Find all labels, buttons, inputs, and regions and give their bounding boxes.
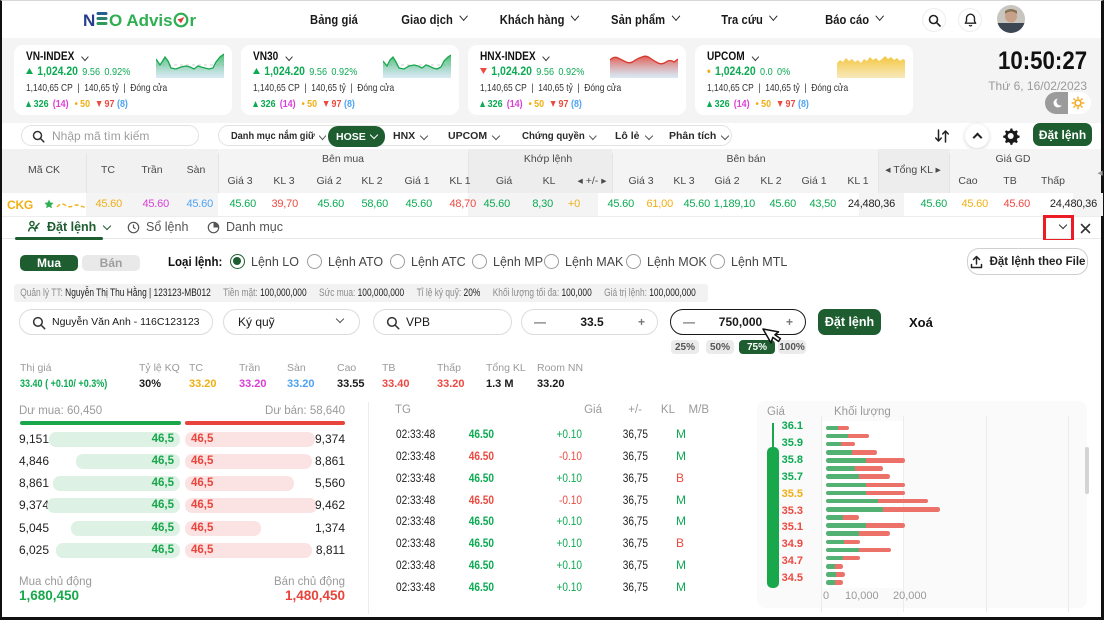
svg-text:r: r [190, 11, 197, 30]
svg-text:O Advis: O Advis [109, 11, 173, 30]
svg-text:N: N [83, 11, 95, 30]
